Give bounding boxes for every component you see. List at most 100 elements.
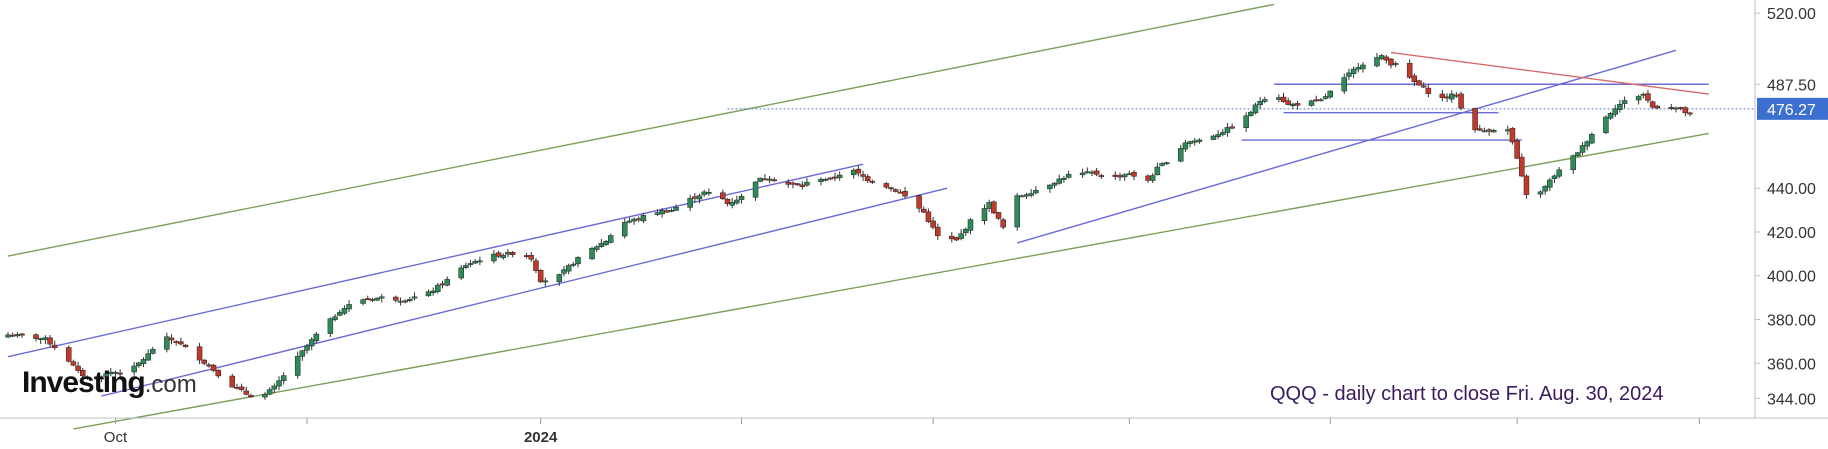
candle-body [897, 191, 904, 194]
candle-body [701, 191, 707, 195]
candle-body [136, 362, 142, 367]
candle-body [1425, 87, 1432, 94]
candle-body [1280, 96, 1287, 103]
last-price-tag-box [1757, 97, 1828, 120]
candle-body [869, 180, 876, 183]
candle-body [1355, 67, 1362, 70]
trendline-long-support [1017, 49, 1677, 244]
candle-body [1570, 155, 1576, 171]
candle-body [1519, 156, 1525, 177]
candle-body [1290, 103, 1296, 106]
candle-body [215, 369, 221, 377]
candle-body [1313, 99, 1319, 102]
candle-body [1327, 90, 1333, 98]
y-tick-label: 380.00 [1767, 313, 1816, 330]
candle-body [1145, 175, 1151, 181]
candle-body [1687, 112, 1693, 115]
candle-body [1444, 96, 1450, 99]
candle-body [785, 181, 792, 185]
candle-body [37, 338, 44, 340]
candle-body [463, 265, 469, 268]
candle-body [1047, 184, 1053, 190]
candle-body [360, 299, 366, 304]
candle-body [757, 177, 763, 182]
candle-body [1458, 93, 1464, 109]
candle-body [738, 195, 745, 200]
candle-body [374, 297, 380, 301]
candle-body [1033, 190, 1039, 194]
candle-body [304, 345, 310, 351]
candle-body [916, 195, 922, 209]
candle-body [1308, 100, 1315, 106]
candle-body [575, 257, 581, 265]
candle-body [1420, 85, 1427, 88]
investing-logo: Investing.com [22, 366, 197, 399]
candle-body [1603, 116, 1609, 134]
candle-body [664, 210, 670, 213]
candle-body [425, 291, 432, 297]
candle-body [827, 177, 834, 180]
candle-body [1411, 75, 1418, 82]
candle-body [65, 347, 72, 362]
candle-body [1374, 57, 1380, 67]
candle-body [407, 299, 413, 302]
candle-body [14, 334, 21, 337]
y-tick-label: 400.00 [1767, 269, 1816, 286]
candle-body [397, 300, 404, 303]
candle-body [607, 235, 614, 243]
candle-body [1220, 132, 1226, 135]
candle-body [150, 348, 156, 354]
candle-body [1318, 99, 1324, 102]
candle-body [1392, 63, 1399, 65]
candle-body [822, 179, 829, 181]
candle-body [589, 247, 595, 260]
y-axis: 344.00 360.00 380.00 400.00 420.00 440.00 487.… [1754, 0, 1816, 418]
candle-body [1177, 148, 1184, 162]
candle-body [818, 178, 824, 182]
candle-body [692, 196, 698, 199]
x-axis: Oct 2024 [0, 417, 1828, 446]
candle-body [953, 237, 960, 241]
candle-body [1547, 179, 1553, 188]
candle-body [1276, 97, 1282, 100]
candle-body [103, 373, 109, 377]
candle-body [1210, 135, 1217, 140]
candle-body [1131, 172, 1137, 177]
candle-body [1224, 127, 1231, 133]
candle-body [435, 284, 441, 292]
investing-logo-suffix: .com [145, 371, 197, 398]
candle-body [1079, 172, 1086, 176]
candle-body [243, 390, 250, 395]
candle-body [949, 235, 955, 240]
candle-body [1645, 93, 1651, 101]
candle-body [210, 364, 217, 371]
candle-body [892, 189, 899, 192]
candle-body [1014, 195, 1020, 228]
candle-body [542, 280, 549, 283]
candle-body [229, 375, 236, 388]
candle-body [1579, 145, 1586, 153]
candle-body [500, 255, 507, 259]
y-tick-label: 440.00 [1767, 181, 1816, 198]
candle-body [1191, 140, 1198, 143]
candle-body [1262, 99, 1268, 102]
candle-body [598, 243, 605, 247]
candle-body [991, 201, 997, 214]
candle-body [1472, 108, 1478, 131]
candle-body [294, 355, 301, 376]
candle-body [1378, 55, 1385, 60]
candle-body [299, 350, 306, 357]
candle-body [1084, 171, 1091, 174]
candle-body [248, 395, 254, 398]
candle-body [1248, 111, 1254, 116]
candle-body [1112, 174, 1119, 177]
candle-body [762, 178, 768, 181]
candle-body [1682, 107, 1689, 114]
x-tick-label: Oct [104, 429, 128, 446]
candle-body [1196, 139, 1203, 142]
candle-body [1453, 94, 1460, 97]
candle-body [1051, 182, 1058, 186]
candle-body [1589, 134, 1595, 144]
candle-body [51, 344, 58, 348]
candle-body [528, 255, 535, 260]
